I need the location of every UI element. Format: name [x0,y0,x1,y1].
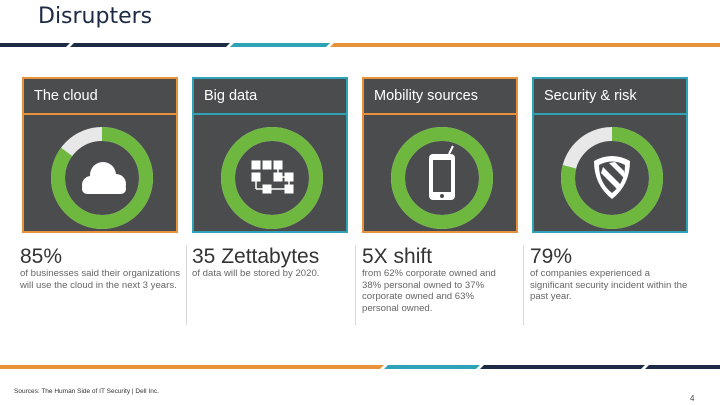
top-stripe-bar [0,43,720,47]
progress-ring [221,127,323,229]
card-security-risk: Security & risk [532,77,688,233]
card-header: Security & risk [534,79,686,115]
slide-title: Disrupters [38,4,153,29]
progress-ring [391,127,493,229]
card-the-cloud: The cloud [22,77,178,233]
card-title: The cloud [34,88,98,104]
page-number: 4 [690,394,695,403]
card-title: Mobility sources [374,88,478,104]
stat-value: 79% [530,245,573,268]
stat-value: 85% [20,245,63,268]
column-divider [355,245,356,325]
card-big-data: Big data [192,77,348,233]
progress-ring [561,127,663,229]
column-divider [186,245,187,325]
card-header: The cloud [24,79,176,115]
column-divider [523,245,524,325]
card-header: Mobility sources [364,79,516,115]
smartphone-icon [429,145,455,200]
source-citation: Sources: The Human Side of IT Security |… [14,388,159,395]
card-mobility-sources: Mobility sources [362,77,518,233]
cloud-icon [82,162,126,194]
data-flowchart-icon [251,160,294,194]
stat-description: of companies experienced a significant s… [530,268,688,302]
stat-description: of data will be stored by 2020. [192,268,320,279]
card-title: Big data [204,88,258,104]
stat-description: from 62% corporate owned and 38% persona… [362,268,496,314]
card-title: Security & risk [544,88,637,104]
shield-icon [594,156,630,199]
stat-description: of businesses said their organizations w… [20,268,180,291]
bottom-stripe-bar [0,365,720,369]
progress-ring [51,127,153,229]
stat-value: 35 Zettabytes [192,245,320,268]
card-header: Big data [194,79,346,115]
stat-value: 5X shift [362,245,433,268]
